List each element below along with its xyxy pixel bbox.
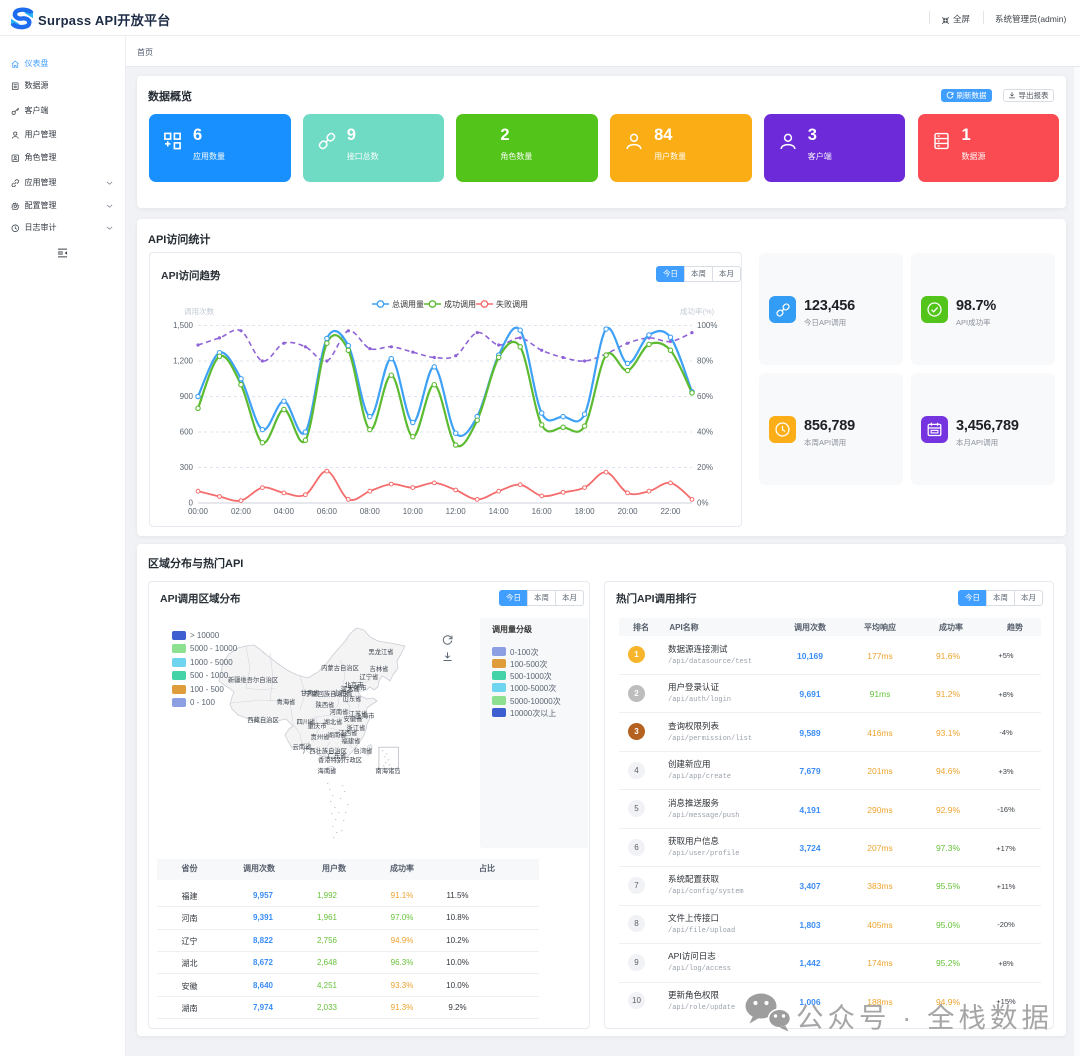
svg-text:20:00: 20:00 [618,507,639,516]
svg-text:浙江省: 浙江省 [347,723,366,732]
svg-text:河南省: 河南省 [330,707,349,716]
svg-text:80%: 80% [697,357,713,366]
svg-text:上海市: 上海市 [356,711,375,720]
svg-text:900: 900 [180,392,194,401]
svg-text:香港特别行政区: 香港特别行政区 [318,755,362,764]
svg-text:安徽省: 安徽省 [344,714,363,723]
svg-text:20%: 20% [697,463,713,472]
svg-text:100%: 100% [697,321,717,330]
svg-text:贵州省: 贵州省 [311,732,330,741]
svg-text:08:00: 08:00 [360,507,381,516]
svg-text:辽宁省: 辽宁省 [360,672,379,681]
svg-text:40%: 40% [697,428,713,437]
svg-text:南海诸岛: 南海诸岛 [375,766,400,775]
svg-text:0%: 0% [697,499,709,508]
svg-text:台湾省: 台湾省 [354,746,373,755]
svg-text:60%: 60% [697,392,713,401]
svg-text:山东省: 山东省 [343,694,362,703]
svg-text:16:00: 16:00 [532,507,553,516]
svg-text:山西省: 山西省 [334,688,353,697]
svg-text:内蒙古自治区: 内蒙古自治区 [321,663,359,672]
svg-text:10:00: 10:00 [403,507,424,516]
svg-text:陕西省: 陕西省 [316,700,335,709]
svg-text:14:00: 14:00 [489,507,510,516]
svg-text:福建省: 福建省 [342,736,361,745]
svg-text:1,500: 1,500 [173,321,194,330]
svg-text:06:00: 06:00 [317,507,338,516]
svg-text:00:00: 00:00 [188,507,209,516]
svg-text:北京市: 北京市 [345,680,364,689]
svg-text:青海省: 青海省 [277,697,296,706]
svg-text:宁夏回族自治区: 宁夏回族自治区 [305,689,349,698]
svg-text:广东省: 广东省 [328,751,347,760]
svg-text:12:00: 12:00 [446,507,467,516]
svg-text:江西省: 江西省 [339,728,358,737]
svg-text:重庆市: 重庆市 [308,721,327,730]
svg-text:02:00: 02:00 [231,507,252,516]
svg-text:湖北省: 湖北省 [324,717,343,726]
svg-text:0: 0 [189,499,194,508]
svg-text:甘肃省: 甘肃省 [301,688,320,697]
svg-text:西藏自治区: 西藏自治区 [247,715,278,724]
svg-text:1,200: 1,200 [173,357,194,366]
svg-text:天津市: 天津市 [348,683,367,692]
svg-text:广西壮族自治区: 广西壮族自治区 [303,746,347,755]
svg-text:调用次数: 调用次数 [184,306,214,316]
svg-text:江苏省: 江苏省 [349,709,368,718]
svg-text:600: 600 [180,428,194,437]
svg-text:云南省: 云南省 [293,742,312,751]
svg-text:四川省: 四川省 [297,717,316,726]
svg-text:湖南省: 湖南省 [328,730,347,739]
svg-text:海南省: 海南省 [318,766,337,775]
svg-text:河北省: 河北省 [341,684,360,693]
svg-text:04:00: 04:00 [274,507,295,516]
svg-text:吉林省: 吉林省 [370,664,389,673]
svg-text:300: 300 [180,463,194,472]
svg-text:22:00: 22:00 [660,507,681,516]
svg-text:总调用量: 总调用量 [392,299,424,309]
svg-text:黑龙江省: 黑龙江省 [368,647,393,656]
svg-text:新疆维吾尔自治区: 新疆维吾尔自治区 [228,675,278,684]
svg-text:18:00: 18:00 [575,507,596,516]
svg-text:失败调用: 失败调用 [496,299,528,309]
svg-text:成功率(%): 成功率(%) [680,306,715,316]
svg-text:成功调用: 成功调用 [444,299,476,309]
